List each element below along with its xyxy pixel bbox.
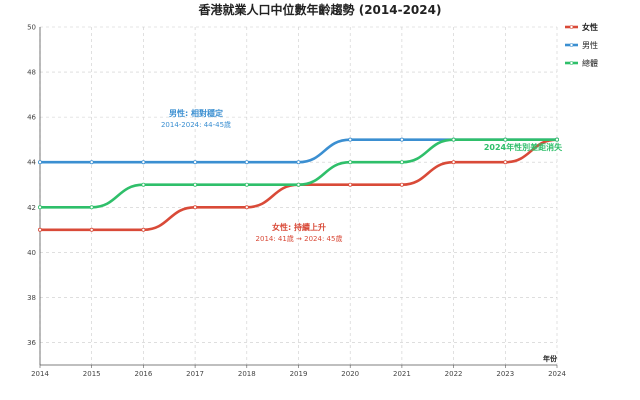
x-tick-label: 2018 [238,370,256,378]
series-layer [38,137,560,232]
x-tick-label: 2020 [341,370,359,378]
y-tick-label: 38 [27,294,36,302]
data-point [141,182,146,187]
data-point [451,137,456,142]
x-tick-label: 2017 [186,370,204,378]
data-point [451,160,456,165]
legend-label: 女性 [582,22,598,32]
data-point [141,227,146,232]
series-2 [38,137,560,210]
data-point [503,137,508,142]
legend-item[interactable]: 男性 [565,40,598,50]
data-point [193,182,198,187]
data-point [193,205,198,210]
data-point [503,160,508,165]
chart-axes: 36 38 40 42 44 46 48 50 2014 2015 2016 2017 2018 2019… [27,24,566,379]
y-tick-label: 40 [27,249,36,257]
y-tick-label: 46 [27,114,36,122]
data-point [193,160,198,165]
data-point [555,137,560,142]
annotation-1: 女性: 持續上升 2014: 41歲 → 2024: 45歲 [256,222,343,243]
legend-label: 總體 [582,58,598,68]
data-point [348,160,353,165]
data-point [296,182,301,187]
annotation-title: 女性: 持續上升 [272,222,326,232]
data-point [244,205,249,210]
chart-title: 香港就業人口中位數年齡趨勢 (2014-2024) [198,2,442,17]
x-tick-label: 2016 [134,370,152,378]
legend-marker [569,43,574,47]
data-point [399,160,404,165]
x-tick-label: 2022 [445,370,463,378]
legend-label: 男性 [582,40,598,50]
x-axis-title: 年份 [543,354,558,363]
annotation-subtitle: 2014: 41歲 → 2024: 45歲 [256,234,343,243]
data-point [296,160,301,165]
y-tick-label: 36 [27,339,36,347]
annotation-title: 男性: 相對穩定 [169,108,223,118]
legend-marker [569,25,574,29]
legend-marker [569,61,574,65]
data-point [38,205,43,210]
legend-item[interactable]: 女性 [565,22,598,32]
x-tick-label: 2024 [548,370,566,378]
x-tick-label: 2023 [496,370,514,378]
x-tick-label: 2019 [290,370,308,378]
data-point [89,205,94,210]
data-point [89,160,94,165]
data-point [89,227,94,232]
data-point [38,160,43,165]
x-tick-label: 2015 [83,370,101,378]
y-tick-label: 48 [27,69,36,77]
data-point [348,182,353,187]
y-tick-label: 44 [27,159,36,167]
y-tick-label: 42 [27,204,36,212]
data-point [399,182,404,187]
x-tick-label: 2021 [393,370,411,378]
data-point [141,160,146,165]
annotation-0: 男性: 相對穩定 2014-2024: 44-45歲 [161,108,231,129]
annotation-2: 2024年性別差距消失 [484,142,563,152]
data-point [244,160,249,165]
data-point [38,227,43,232]
annotation-subtitle: 2014-2024: 44-45歲 [161,120,231,129]
annotation-title: 2024年性別差距消失 [484,142,563,152]
data-point [244,182,249,187]
y-tick-label: 50 [27,24,36,32]
data-point [348,137,353,142]
x-tick-label: 2014 [31,370,49,378]
legend-item[interactable]: 總體 [565,58,598,68]
data-point [399,137,404,142]
